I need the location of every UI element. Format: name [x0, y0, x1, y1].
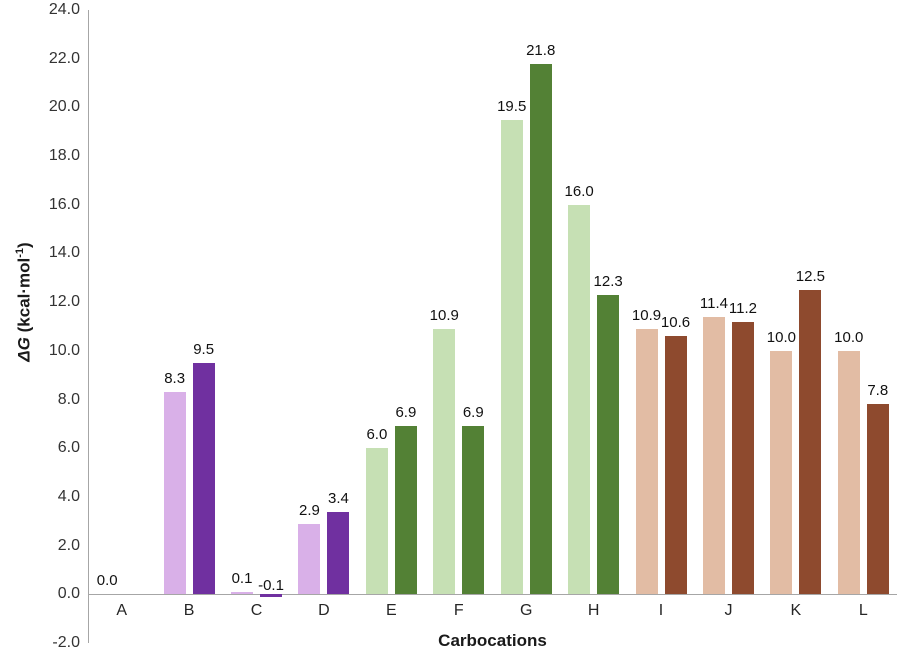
data-label: 9.5	[193, 341, 215, 359]
bar-light-D	[298, 523, 321, 595]
bar-light-K	[770, 350, 793, 595]
data-label: 0.1	[231, 569, 253, 587]
x-axis-title: Carbocations	[438, 631, 547, 650]
y-tick-label: 14.0	[48, 244, 80, 262]
bar-dark-D	[327, 511, 350, 595]
category-label: K	[790, 602, 802, 620]
bar-dark-E	[394, 426, 417, 595]
category-label: G	[519, 602, 533, 620]
bar-dark-L	[866, 404, 889, 595]
bar-light-E	[365, 448, 388, 595]
data-label: 6.9	[395, 404, 417, 422]
y-tick-label: 6.0	[57, 439, 80, 457]
data-label: 12.5	[795, 267, 825, 285]
y-axis-line	[88, 10, 89, 643]
y-tick-label: 18.0	[48, 147, 80, 165]
data-label: 6.9	[462, 404, 484, 422]
bar-light-C	[231, 591, 254, 595]
category-label: J	[724, 602, 733, 620]
data-label: 2.9	[299, 501, 320, 519]
bar-dark-C	[260, 594, 283, 597]
category-label: A	[116, 602, 128, 620]
bar-dark-J	[731, 321, 754, 595]
bar-light-G	[500, 119, 523, 595]
y-tick-label: 12.0	[48, 293, 80, 311]
y-tick-label: -2.0	[52, 634, 80, 651]
category-label: E	[386, 602, 397, 620]
y-tick-label: 24.0	[48, 1, 80, 18]
data-label: 10.0	[834, 328, 864, 346]
category-label: L	[858, 602, 868, 620]
category-label: B	[183, 602, 195, 620]
category-label: I	[658, 602, 664, 620]
x-axis-line	[88, 594, 897, 596]
bar-light-J	[702, 316, 725, 595]
data-label: 6.0	[366, 426, 388, 444]
bar-light-I	[635, 328, 658, 595]
data-label: 10.6	[660, 314, 691, 332]
bar-dark-F	[462, 426, 485, 595]
data-label: 8.3	[164, 370, 186, 388]
bar-dark-B	[192, 363, 215, 595]
data-label: 12.3	[593, 272, 623, 290]
data-label: 11.2	[728, 299, 757, 317]
y-tick-label: 2.0	[57, 536, 80, 554]
bar-dark-H	[597, 294, 620, 595]
y-tick-label: 4.0	[57, 487, 80, 505]
bar-dark-I	[664, 336, 687, 595]
bar-dark-K	[799, 289, 822, 595]
bar-light-H	[568, 204, 591, 595]
bar-light-F	[433, 328, 456, 595]
data-label: 19.5	[497, 97, 527, 115]
data-label: 21.8	[526, 41, 556, 59]
bar-light-B	[163, 392, 186, 595]
data-label: 3.4	[328, 489, 349, 507]
data-label: 7.8	[867, 382, 889, 400]
data-label: -0.1	[258, 577, 284, 595]
data-label: 10.9	[429, 306, 459, 324]
category-label: D	[318, 602, 330, 620]
data-label: 10.9	[631, 306, 662, 324]
category-label: H	[587, 602, 600, 620]
y-tick-label: 8.0	[57, 390, 80, 408]
bar-dark-G	[529, 63, 552, 595]
data-label: 0.0	[96, 572, 118, 590]
bar-light-L	[837, 350, 860, 595]
y-tick-label: 0.0	[57, 585, 80, 603]
data-label: 16.0	[564, 182, 594, 200]
data-label: 10.0	[766, 328, 796, 346]
category-label: C	[250, 602, 263, 620]
data-label: 11.4	[699, 294, 728, 312]
y-tick-label: 20.0	[48, 98, 80, 116]
category-label: F	[453, 602, 464, 620]
plot-area: 24.0 22.0 20.0 18.0 16.0 14.0 12.0 10.0 8.0 6.0 4.…	[49, 1, 897, 651]
y-tick-label: 10.0	[48, 341, 80, 359]
y-tick-label: 16.0	[48, 195, 80, 213]
y-tick-label: 22.0	[48, 49, 80, 67]
